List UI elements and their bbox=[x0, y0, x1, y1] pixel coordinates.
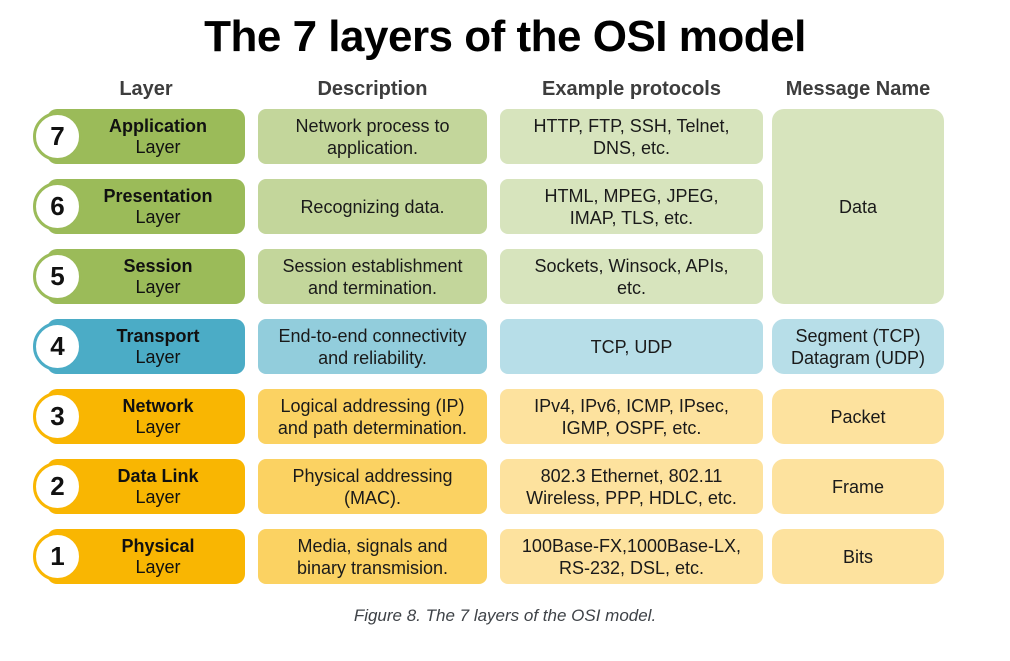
layer-cell-data-link: 2 Data Link Layer bbox=[33, 459, 245, 514]
figure-caption: Figure 8. The 7 layers of the OSI model. bbox=[353, 606, 657, 625]
protocols-box: HTTP, FTP, SSH, Telnet, DNS, etc. bbox=[500, 109, 763, 164]
header-layer: Layer bbox=[119, 78, 173, 100]
description-box: End-to-end connectivity and reliability. bbox=[258, 319, 487, 374]
description-box: Media, signals and binary transmision. bbox=[258, 529, 487, 584]
layer-number-badge: 4 bbox=[33, 322, 82, 371]
message-box: Segment (TCP) Datagram (UDP) bbox=[772, 319, 944, 374]
message-box: Packet bbox=[772, 389, 944, 444]
layer-cell-application: 7 Application Layer bbox=[33, 109, 245, 164]
message-box: Frame bbox=[772, 459, 944, 514]
osi-layers-table: 7 Application Layer Network process to a… bbox=[33, 109, 1010, 584]
protocols-box: TCP, UDP bbox=[500, 319, 763, 374]
protocols-box: 802.3 Ethernet, 802.11 Wireless, PPP, HD… bbox=[500, 459, 763, 514]
layer-cell-physical: 1 Physical Layer bbox=[33, 529, 245, 584]
layer-number-badge: 3 bbox=[33, 392, 82, 441]
layer-word: Layer bbox=[135, 556, 181, 577]
message-box-data: Data bbox=[772, 109, 944, 304]
layer-word: Layer bbox=[135, 136, 181, 157]
layer-cell-transport: 4 Transport Layer bbox=[33, 319, 245, 374]
layer-word: Layer bbox=[135, 346, 181, 367]
layer-name: Session bbox=[123, 255, 193, 276]
protocols-box: HTML, MPEG, JPEG, IMAP, TLS, etc. bbox=[500, 179, 763, 234]
protocols-box: 100Base-FX,1000Base-LX, RS-232, DSL, etc… bbox=[500, 529, 763, 584]
layer-cell-presentation: 6 Presentation Layer bbox=[33, 179, 245, 234]
layer-name: Transport bbox=[116, 325, 200, 346]
layer-cell-network: 3 Network Layer bbox=[33, 389, 245, 444]
layer-word: Layer bbox=[135, 206, 181, 227]
layer-name: Application bbox=[109, 115, 207, 136]
header-description: Description bbox=[317, 78, 428, 100]
layer-name: Physical bbox=[121, 535, 195, 556]
header-example-protocols: Example protocols bbox=[542, 78, 721, 100]
page-title: The 7 layers of the OSI model bbox=[204, 12, 806, 61]
layer-number-badge: 1 bbox=[33, 532, 82, 581]
layer-word: Layer bbox=[135, 276, 181, 297]
message-box: Bits bbox=[772, 529, 944, 584]
protocols-box: IPv4, IPv6, ICMP, IPsec, IGMP, OSPF, etc… bbox=[500, 389, 763, 444]
layer-word: Layer bbox=[135, 486, 181, 507]
description-box: Network process to application. bbox=[258, 109, 487, 164]
layer-number-badge: 7 bbox=[33, 112, 82, 161]
layer-number-badge: 2 bbox=[33, 462, 82, 511]
description-box: Recognizing data. bbox=[258, 179, 487, 234]
protocols-box: Sockets, Winsock, APIs, etc. bbox=[500, 249, 763, 304]
layer-name: Network bbox=[122, 395, 194, 416]
layer-name: Presentation bbox=[103, 185, 213, 206]
layer-number-badge: 6 bbox=[33, 182, 82, 231]
description-box: Physical addressing (MAC). bbox=[258, 459, 487, 514]
layer-pill: Presentation Layer bbox=[47, 179, 245, 234]
column-headers: Layer Description Example protocols Mess… bbox=[33, 75, 1010, 101]
layer-cell-session: 5 Session Layer bbox=[33, 249, 245, 304]
description-box: Session establishment and termination. bbox=[258, 249, 487, 304]
layer-name: Data Link bbox=[117, 465, 199, 486]
layer-word: Layer bbox=[135, 416, 181, 437]
layer-number-badge: 5 bbox=[33, 252, 82, 301]
description-box: Logical addressing (IP) and path determi… bbox=[258, 389, 487, 444]
layer-pill: Network Layer bbox=[47, 389, 245, 444]
header-message-name: Message Name bbox=[785, 78, 931, 100]
